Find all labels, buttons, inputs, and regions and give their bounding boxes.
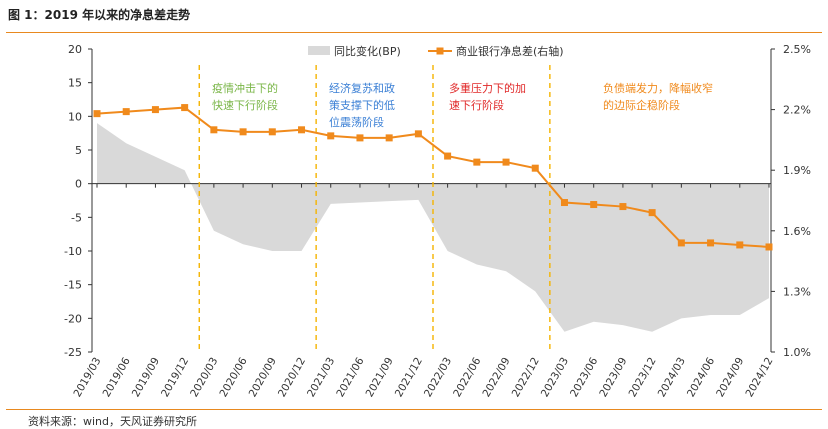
x-tick-label: 2021/03 xyxy=(305,356,337,400)
line-point-marker xyxy=(707,239,715,247)
line-layer xyxy=(93,104,773,251)
line-point-marker xyxy=(648,209,656,217)
x-tick-label: 2024/06 xyxy=(685,355,717,399)
x-tick-label: 2024/03 xyxy=(656,356,688,400)
right-tick-label: 2.5% xyxy=(783,43,811,56)
line-point-marker xyxy=(473,158,481,166)
x-tick-label: 2021/09 xyxy=(364,356,396,400)
left-tick-label: -20 xyxy=(64,312,82,325)
line-point-marker xyxy=(239,128,247,136)
phase-annotation-line: 快速下行阶段 xyxy=(212,98,278,112)
legend-label-line: 商业银行净息差(右轴) xyxy=(456,44,564,58)
line-point-marker xyxy=(356,134,364,142)
line-point-marker xyxy=(502,158,510,166)
line-point-marker xyxy=(619,203,627,211)
x-tick-label: 2023/09 xyxy=(597,356,629,400)
x-tick-label: 2024/12 xyxy=(743,356,775,400)
phase-annotation-line: 经济复苏和政 xyxy=(329,81,395,95)
line-point-marker xyxy=(122,108,130,116)
left-tick-label: -25 xyxy=(64,346,82,359)
line-point-marker xyxy=(444,152,452,160)
x-tick-label: 2020/03 xyxy=(188,356,220,400)
x-tick-label: 2021/06 xyxy=(334,355,366,399)
line-point-marker xyxy=(590,201,598,209)
line-point-marker xyxy=(385,134,393,142)
left-tick-label: -15 xyxy=(64,279,82,292)
net-interest-margin-chart: 20151050-5-10-15-20-252019/032019/062019… xyxy=(64,43,811,400)
line-point-marker xyxy=(210,126,218,134)
line-point-marker xyxy=(327,132,335,140)
left-tick-label: 5 xyxy=(75,144,82,157)
line-point-marker xyxy=(268,128,276,136)
x-tick-label: 2022/09 xyxy=(480,356,512,400)
line-point-marker xyxy=(298,126,306,134)
left-tick-label: -10 xyxy=(64,245,82,258)
source-note: 资料来源：wind，天风证券研究所 xyxy=(28,415,198,428)
line-point-marker xyxy=(736,241,744,249)
phase-annotation-line: 疫情冲击下的 xyxy=(212,81,278,95)
right-tick-label: 1.0% xyxy=(783,346,811,359)
figure-title: 图 1：2019 年以来的净息差走势 xyxy=(8,8,191,22)
divider-layer xyxy=(198,65,551,352)
x-tick-label: 2023/06 xyxy=(568,355,600,399)
x-tick-label: 2020/06 xyxy=(217,355,249,399)
right-tick-label: 2.2% xyxy=(783,104,811,117)
phase-annotation-line: 负债端发力，降幅收窄 xyxy=(603,81,713,95)
x-tick-label: 2019/06 xyxy=(101,355,133,399)
x-tick-label: 2023/03 xyxy=(539,356,571,400)
line-point-marker xyxy=(151,106,159,114)
left-tick-label: 15 xyxy=(68,77,82,90)
x-tick-label: 2019/12 xyxy=(159,356,191,400)
title-rule xyxy=(6,32,822,33)
phase-annotation-line: 的边际企稳阶段 xyxy=(603,98,680,112)
legend: 同比变化(BP) 商业银行净息差(右轴) xyxy=(308,44,564,58)
right-tick-label: 1.9% xyxy=(783,164,811,177)
line-point-marker xyxy=(531,164,539,172)
x-tick-label: 2022/06 xyxy=(451,355,483,399)
line-point-marker xyxy=(560,199,568,207)
phase-annotation-line: 多重压力下的加 xyxy=(449,81,526,95)
x-tick-label: 2020/09 xyxy=(247,356,279,400)
legend-swatch-area xyxy=(308,46,330,55)
bottom-rule xyxy=(6,409,822,410)
x-tick-label: 2019/09 xyxy=(130,356,162,400)
line-point-marker xyxy=(765,243,773,251)
x-tick-label: 2022/03 xyxy=(422,356,454,400)
area-layer xyxy=(97,123,769,332)
left-tick-label: 0 xyxy=(75,178,82,191)
line-point-marker xyxy=(414,130,422,138)
right-tick-label: 1.3% xyxy=(783,285,811,298)
left-tick-label: -5 xyxy=(71,211,82,224)
x-tick-label: 2024/09 xyxy=(714,356,746,400)
phase-annotation-line: 位震荡阶段 xyxy=(329,115,384,129)
x-tick-label: 2020/12 xyxy=(276,356,308,400)
x-tick-label: 2023/12 xyxy=(627,356,659,400)
line-point-marker xyxy=(93,110,101,118)
phase-annotation-line: 策支撑下的低 xyxy=(329,98,395,112)
legend-swatch-marker xyxy=(436,47,444,55)
legend-label-area: 同比变化(BP) xyxy=(334,44,401,58)
area-series-yoy-change xyxy=(97,123,769,332)
left-tick-label: 10 xyxy=(68,110,82,123)
line-point-marker xyxy=(677,239,685,247)
x-tick-label: 2019/03 xyxy=(71,356,103,400)
line-series-net-interest-margin xyxy=(96,106,770,248)
phase-annotation-line: 速下行阶段 xyxy=(449,98,504,112)
left-tick-label: 20 xyxy=(68,43,82,56)
x-tick-label: 2022/12 xyxy=(510,356,542,400)
line-point-marker xyxy=(181,104,189,112)
x-tick-label: 2021/12 xyxy=(393,356,425,400)
right-tick-label: 1.6% xyxy=(783,225,811,238)
